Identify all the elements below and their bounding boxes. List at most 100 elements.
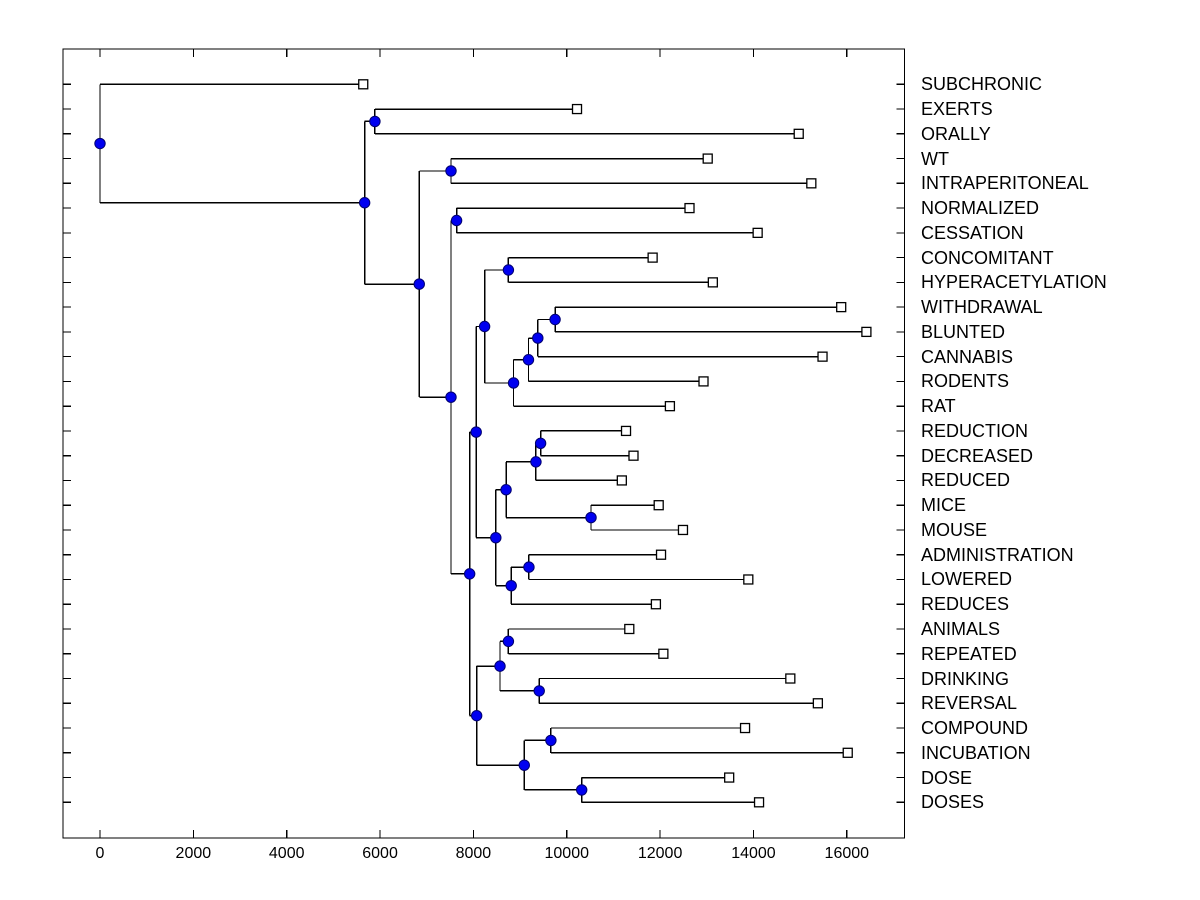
internal-node-marker[interactable] [532, 332, 544, 344]
internal-node-marker[interactable] [534, 437, 547, 450]
leaf-label-cessation[interactable]: CESSATION [921, 222, 1024, 243]
internal-node-marker[interactable] [533, 685, 545, 697]
leaf-label-mice[interactable]: MICE [921, 495, 966, 516]
leaf-marker-hyperacetylation[interactable] [707, 277, 718, 288]
leaf-label-subchronic[interactable]: SUBCHRONIC [921, 74, 1043, 95]
leaf-marker-withdrawal[interactable] [836, 301, 847, 313]
leaf-marker-lowered[interactable] [743, 574, 754, 585]
leaf-label-decreased[interactable]: DECREASED [921, 445, 1034, 466]
x-tick-label-4000: 4000 [268, 845, 305, 862]
leaf-label-repeated[interactable]: REPEATED [921, 643, 1017, 664]
leaf-label-rodents[interactable]: RODENTS [921, 371, 1010, 392]
internal-node-marker[interactable] [545, 734, 557, 747]
leaf-label-orally[interactable]: ORALLY [921, 123, 991, 144]
leaf-marker-repeated[interactable] [658, 648, 669, 659]
leaf-marker-concomitant[interactable] [647, 252, 658, 263]
internal-node-marker[interactable] [549, 313, 561, 326]
leaf-label-withdrawal[interactable]: WITHDRAWAL [921, 297, 1043, 318]
leaf-marker-cannabis[interactable] [817, 351, 828, 362]
internal-node-marker[interactable] [523, 561, 535, 573]
internal-node-marker[interactable] [470, 709, 483, 722]
leaf-label-wt[interactable]: WT [921, 148, 949, 169]
internal-node-marker[interactable] [445, 165, 457, 177]
internal-node-marker[interactable] [575, 784, 588, 796]
leaf-marker-compound[interactable] [739, 722, 751, 734]
x-tick-label-14000: 14000 [731, 845, 776, 862]
leaf-label-exerts[interactable]: EXERTS [921, 99, 993, 120]
x-tick-label-8000: 8000 [455, 845, 492, 862]
leaf-label-mouse[interactable]: MOUSE [921, 519, 988, 540]
leaf-label-rat[interactable]: RAT [921, 396, 956, 417]
internal-node-marker[interactable] [505, 579, 517, 592]
leaf-label-dose[interactable]: DOSE [921, 767, 973, 788]
leaf-marker-reduction[interactable] [620, 425, 632, 437]
leaf-label-drinking[interactable]: DRINKING [921, 668, 1010, 689]
leaf-marker-intraperitoneal[interactable] [806, 178, 817, 189]
leaf-marker-rodents[interactable] [698, 376, 709, 387]
leaf-marker-animals[interactable] [624, 623, 635, 635]
x-tick-label-10000: 10000 [544, 845, 590, 862]
internal-node-marker[interactable] [369, 115, 381, 128]
leaf-marker-blunted[interactable] [861, 326, 872, 338]
leaf-marker-reduced[interactable] [616, 475, 627, 486]
leaf-marker-incubation[interactable] [842, 747, 853, 758]
internal-node-marker[interactable] [445, 391, 457, 403]
leaf-marker-mouse[interactable] [677, 524, 689, 536]
internal-node-marker[interactable] [94, 137, 106, 150]
internal-node-marker[interactable] [500, 484, 512, 496]
leaf-label-reduces[interactable]: REDUCES [921, 594, 1010, 615]
leaf-label-reversal[interactable]: REVERSAL [921, 693, 1018, 714]
leaf-marker-drinking[interactable] [785, 673, 796, 684]
leaf-label-intraperitoneal[interactable]: INTRAPERITONEAL [921, 173, 1089, 194]
internal-node-marker[interactable] [522, 354, 535, 366]
leaf-marker-doses[interactable] [753, 797, 765, 808]
leaf-marker-mice[interactable] [653, 500, 664, 511]
internal-node-marker[interactable] [518, 759, 530, 771]
leaf-label-hyperacetylation[interactable]: HYPERACETYLATION [921, 272, 1107, 293]
x-tick-label-16000: 16000 [824, 845, 870, 862]
leaf-label-cannabis[interactable]: CANNABIS [921, 346, 1014, 367]
internal-node-marker[interactable] [413, 278, 425, 290]
leaf-marker-decreased[interactable] [628, 450, 639, 461]
internal-node-marker[interactable] [463, 568, 476, 580]
leaf-marker-cessation[interactable] [752, 227, 763, 239]
leaf-label-incubation[interactable]: INCUBATION [921, 742, 1031, 763]
internal-node-marker[interactable] [530, 456, 542, 468]
x-tick-label-12000: 12000 [637, 845, 683, 862]
internal-node-marker[interactable] [494, 660, 506, 672]
leaf-label-normalized[interactable]: NORMALIZED [921, 198, 1040, 219]
leaf-marker-dose[interactable] [724, 772, 735, 783]
internal-node-marker[interactable] [478, 320, 491, 333]
internal-node-marker[interactable] [585, 511, 597, 524]
leaf-label-reduction[interactable]: REDUCTION [921, 420, 1028, 441]
leaf-label-compound[interactable]: COMPOUND [921, 718, 1028, 739]
internal-node-marker[interactable] [358, 197, 371, 209]
leaf-label-doses[interactable]: DOSES [921, 792, 985, 813]
x-tick-label-2000: 2000 [175, 845, 212, 862]
plot-border-box [62, 48, 906, 839]
internal-node-marker[interactable] [507, 377, 520, 389]
leaf-marker-wt[interactable] [702, 153, 713, 164]
internal-node-marker[interactable] [450, 214, 463, 227]
internal-node-marker[interactable] [502, 264, 515, 276]
leaf-marker-reduces[interactable] [650, 599, 662, 610]
leaf-label-reduced[interactable]: REDUCED [921, 470, 1011, 491]
leaf-marker-reversal[interactable] [812, 698, 824, 709]
leaf-marker-administration[interactable] [655, 549, 667, 560]
internal-node-marker[interactable] [470, 426, 482, 438]
internal-node-marker[interactable] [502, 635, 515, 648]
leaf-label-administration[interactable]: ADMINISTRATION [921, 544, 1074, 565]
x-tick-label-6000: 6000 [362, 845, 398, 862]
leaf-marker-subchronic[interactable] [358, 79, 369, 90]
leaf-label-lowered[interactable]: LOWERED [921, 569, 1013, 590]
leaf-marker-normalized[interactable] [684, 202, 695, 214]
leaf-marker-exerts[interactable] [571, 103, 583, 115]
leaf-label-concomitant[interactable]: CONCOMITANT [921, 247, 1054, 268]
internal-node-marker[interactable] [490, 531, 502, 544]
leaf-marker-rat[interactable] [664, 401, 676, 412]
leaf-marker-orally[interactable] [793, 128, 804, 139]
leaf-label-animals[interactable]: ANIMALS [921, 618, 1001, 639]
leaf-label-blunted[interactable]: BLUNTED [921, 321, 1006, 342]
